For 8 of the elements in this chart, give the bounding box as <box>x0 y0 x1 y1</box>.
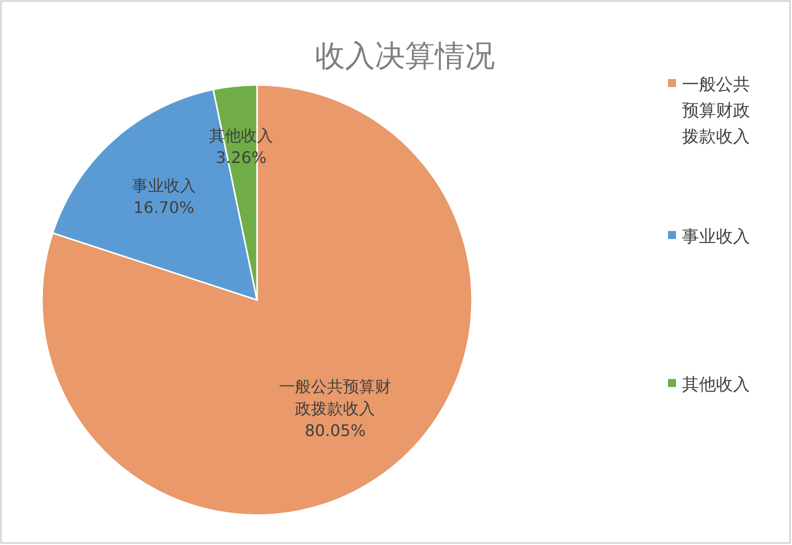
legend-label: 事业收入 <box>682 227 750 247</box>
chart-title: 收入决算情况 <box>315 39 495 74</box>
legend-label: 其他收入 <box>682 375 750 395</box>
slice-label: 一般公共预算财政拨款收入 <box>279 376 392 418</box>
legend-label: 一般公共预算财政拨款收入 <box>682 75 750 147</box>
slice-label: 事业收入 <box>132 176 196 195</box>
data-label: 16.70% <box>133 198 194 217</box>
data-label: 80.05% <box>304 420 366 440</box>
